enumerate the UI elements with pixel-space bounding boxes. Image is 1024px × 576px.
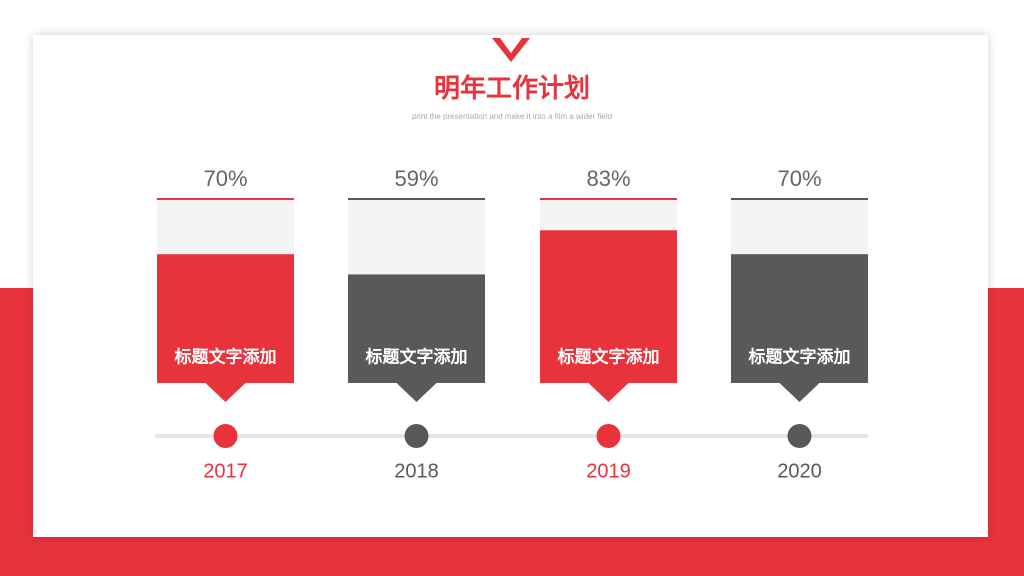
year-label: 2018 — [394, 460, 439, 482]
chart-subtitle: print the presentation and make it into … — [412, 112, 612, 121]
pointer — [588, 383, 629, 402]
timeline-dot — [404, 424, 429, 448]
bar — [348, 274, 485, 383]
bar-label: 标题文字添加 — [558, 346, 660, 366]
logo-mark — [492, 38, 530, 62]
bar — [731, 254, 868, 383]
pointer — [396, 383, 437, 402]
pointer — [779, 383, 820, 402]
chart-title: 明年工作计划 — [434, 73, 590, 103]
timeline-dot — [213, 424, 238, 448]
year-label: 2017 — [203, 460, 248, 482]
bar-label: 标题文字添加 — [175, 346, 277, 366]
value-label: 70% — [777, 166, 821, 191]
timeline-dot — [596, 424, 621, 448]
bar-label: 标题文字添加 — [366, 346, 468, 366]
bar — [540, 230, 677, 383]
value-label: 59% — [394, 166, 438, 191]
bar — [157, 254, 294, 383]
timeline-dot — [787, 424, 812, 448]
bar-label: 标题文字添加 — [749, 346, 851, 366]
year-label: 2020 — [777, 460, 822, 482]
pointer — [205, 383, 246, 402]
value-label: 83% — [586, 166, 630, 191]
year-label: 2019 — [586, 460, 631, 482]
value-label: 70% — [203, 166, 247, 191]
